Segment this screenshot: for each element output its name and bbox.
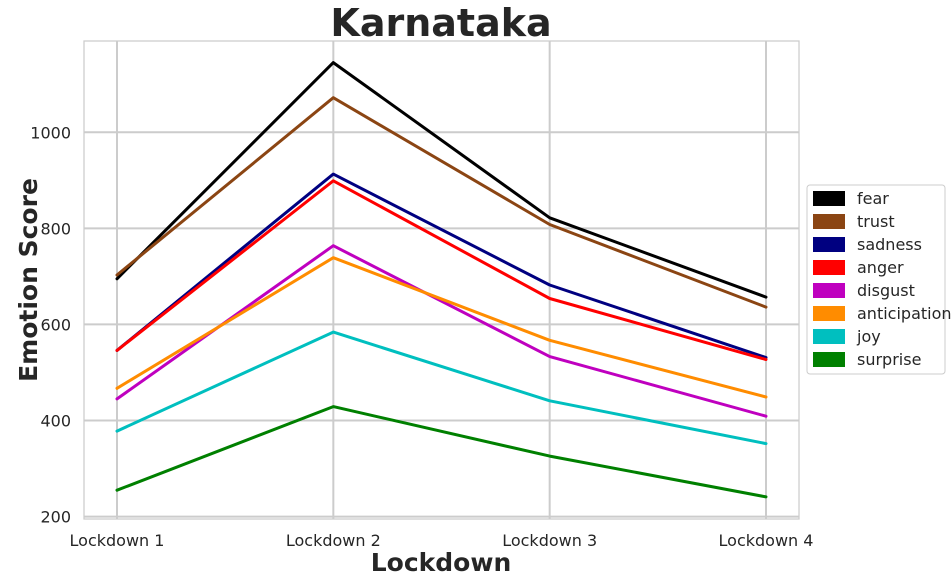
legend-box — [806, 184, 946, 375]
legend-label-anger: anger — [857, 258, 904, 277]
y-tick-label: 800 — [40, 219, 71, 238]
y-tick-label: 400 — [40, 412, 71, 431]
series-line-joy — [115, 330, 768, 446]
series-line-sadness — [115, 172, 768, 360]
chart-title: Karnataka — [330, 1, 551, 45]
legend-swatch-joy — [813, 329, 845, 344]
x-tick-label: Lockdown 4 — [719, 531, 814, 550]
grid-lines — [84, 41, 799, 519]
y-tick-label: 1000 — [30, 123, 71, 142]
series-line-anger — [115, 179, 768, 361]
legend-label-fear: fear — [857, 189, 889, 208]
y-tick-label: 200 — [40, 508, 71, 527]
legend-swatch-surprise — [813, 352, 845, 367]
legend-label-trust: trust — [857, 212, 895, 231]
series-line-trust — [115, 96, 768, 309]
x-tick-label: Lockdown 2 — [286, 531, 381, 550]
legend-swatch-trust — [813, 214, 845, 229]
legend: fear trust sadness anger disgust anticipation… — [806, 184, 952, 375]
y-axis-label: Emotion Score — [14, 178, 43, 382]
legend-label-sadness: sadness — [857, 235, 922, 254]
legend-label-disgust: disgust — [857, 281, 915, 300]
y-tick-label: 600 — [40, 315, 71, 334]
tick-labels: Lockdown 1 Lockdown 2 Lockdown 3 Lockdown 4… — [30, 123, 813, 550]
legend-label-surprise: surprise — [857, 350, 921, 369]
series-line-surprise — [115, 405, 768, 499]
legend-label-joy: joy — [856, 327, 881, 346]
legend-swatch-anger — [813, 260, 845, 275]
legend-label-anticipation: anticipation — [857, 304, 952, 323]
legend-swatch-anticipation — [813, 306, 845, 321]
legend-swatch-disgust — [813, 283, 845, 298]
x-tick-label: Lockdown 3 — [502, 531, 597, 550]
series-layer — [115, 61, 768, 499]
legend-swatch-sadness — [813, 237, 845, 252]
series-line-anticipation — [115, 256, 768, 399]
x-axis-label: Lockdown — [371, 548, 512, 577]
x-tick-label: Lockdown 1 — [70, 531, 165, 550]
series-line-fear — [115, 61, 768, 299]
legend-swatch-fear — [813, 191, 845, 206]
